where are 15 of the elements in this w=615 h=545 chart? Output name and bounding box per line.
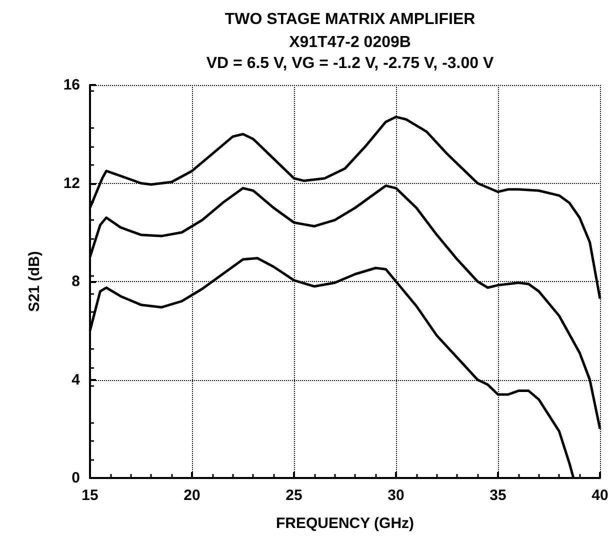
x-tick-label: 40 (592, 487, 608, 504)
y-axis-title: S21 (dB) (26, 251, 43, 312)
x-tick-label: 35 (490, 487, 506, 504)
y-tick-label: 16 (63, 76, 80, 94)
y-tick-label: 0 (72, 470, 80, 486)
x-axis-title: FREQUENCY (GHz) (276, 515, 414, 532)
x-tick-label: 30 (388, 487, 404, 504)
x-tick-label: 15 (82, 487, 98, 504)
y-tick-label: 12 (63, 174, 80, 192)
x-tick-label: 20 (184, 487, 200, 504)
y-tick-label: 4 (72, 371, 81, 388)
chart-title: TWO STAGE MATRIX AMPLIFIER (224, 11, 476, 28)
x-tick-label: 25 (286, 487, 302, 504)
chart-subtitle: X91T47-2 0209B VD = 6.5 V, VG = -1.2 V, -2.75 V, -3.00 V (206, 34, 494, 72)
y-tick-label: 8 (72, 273, 80, 290)
